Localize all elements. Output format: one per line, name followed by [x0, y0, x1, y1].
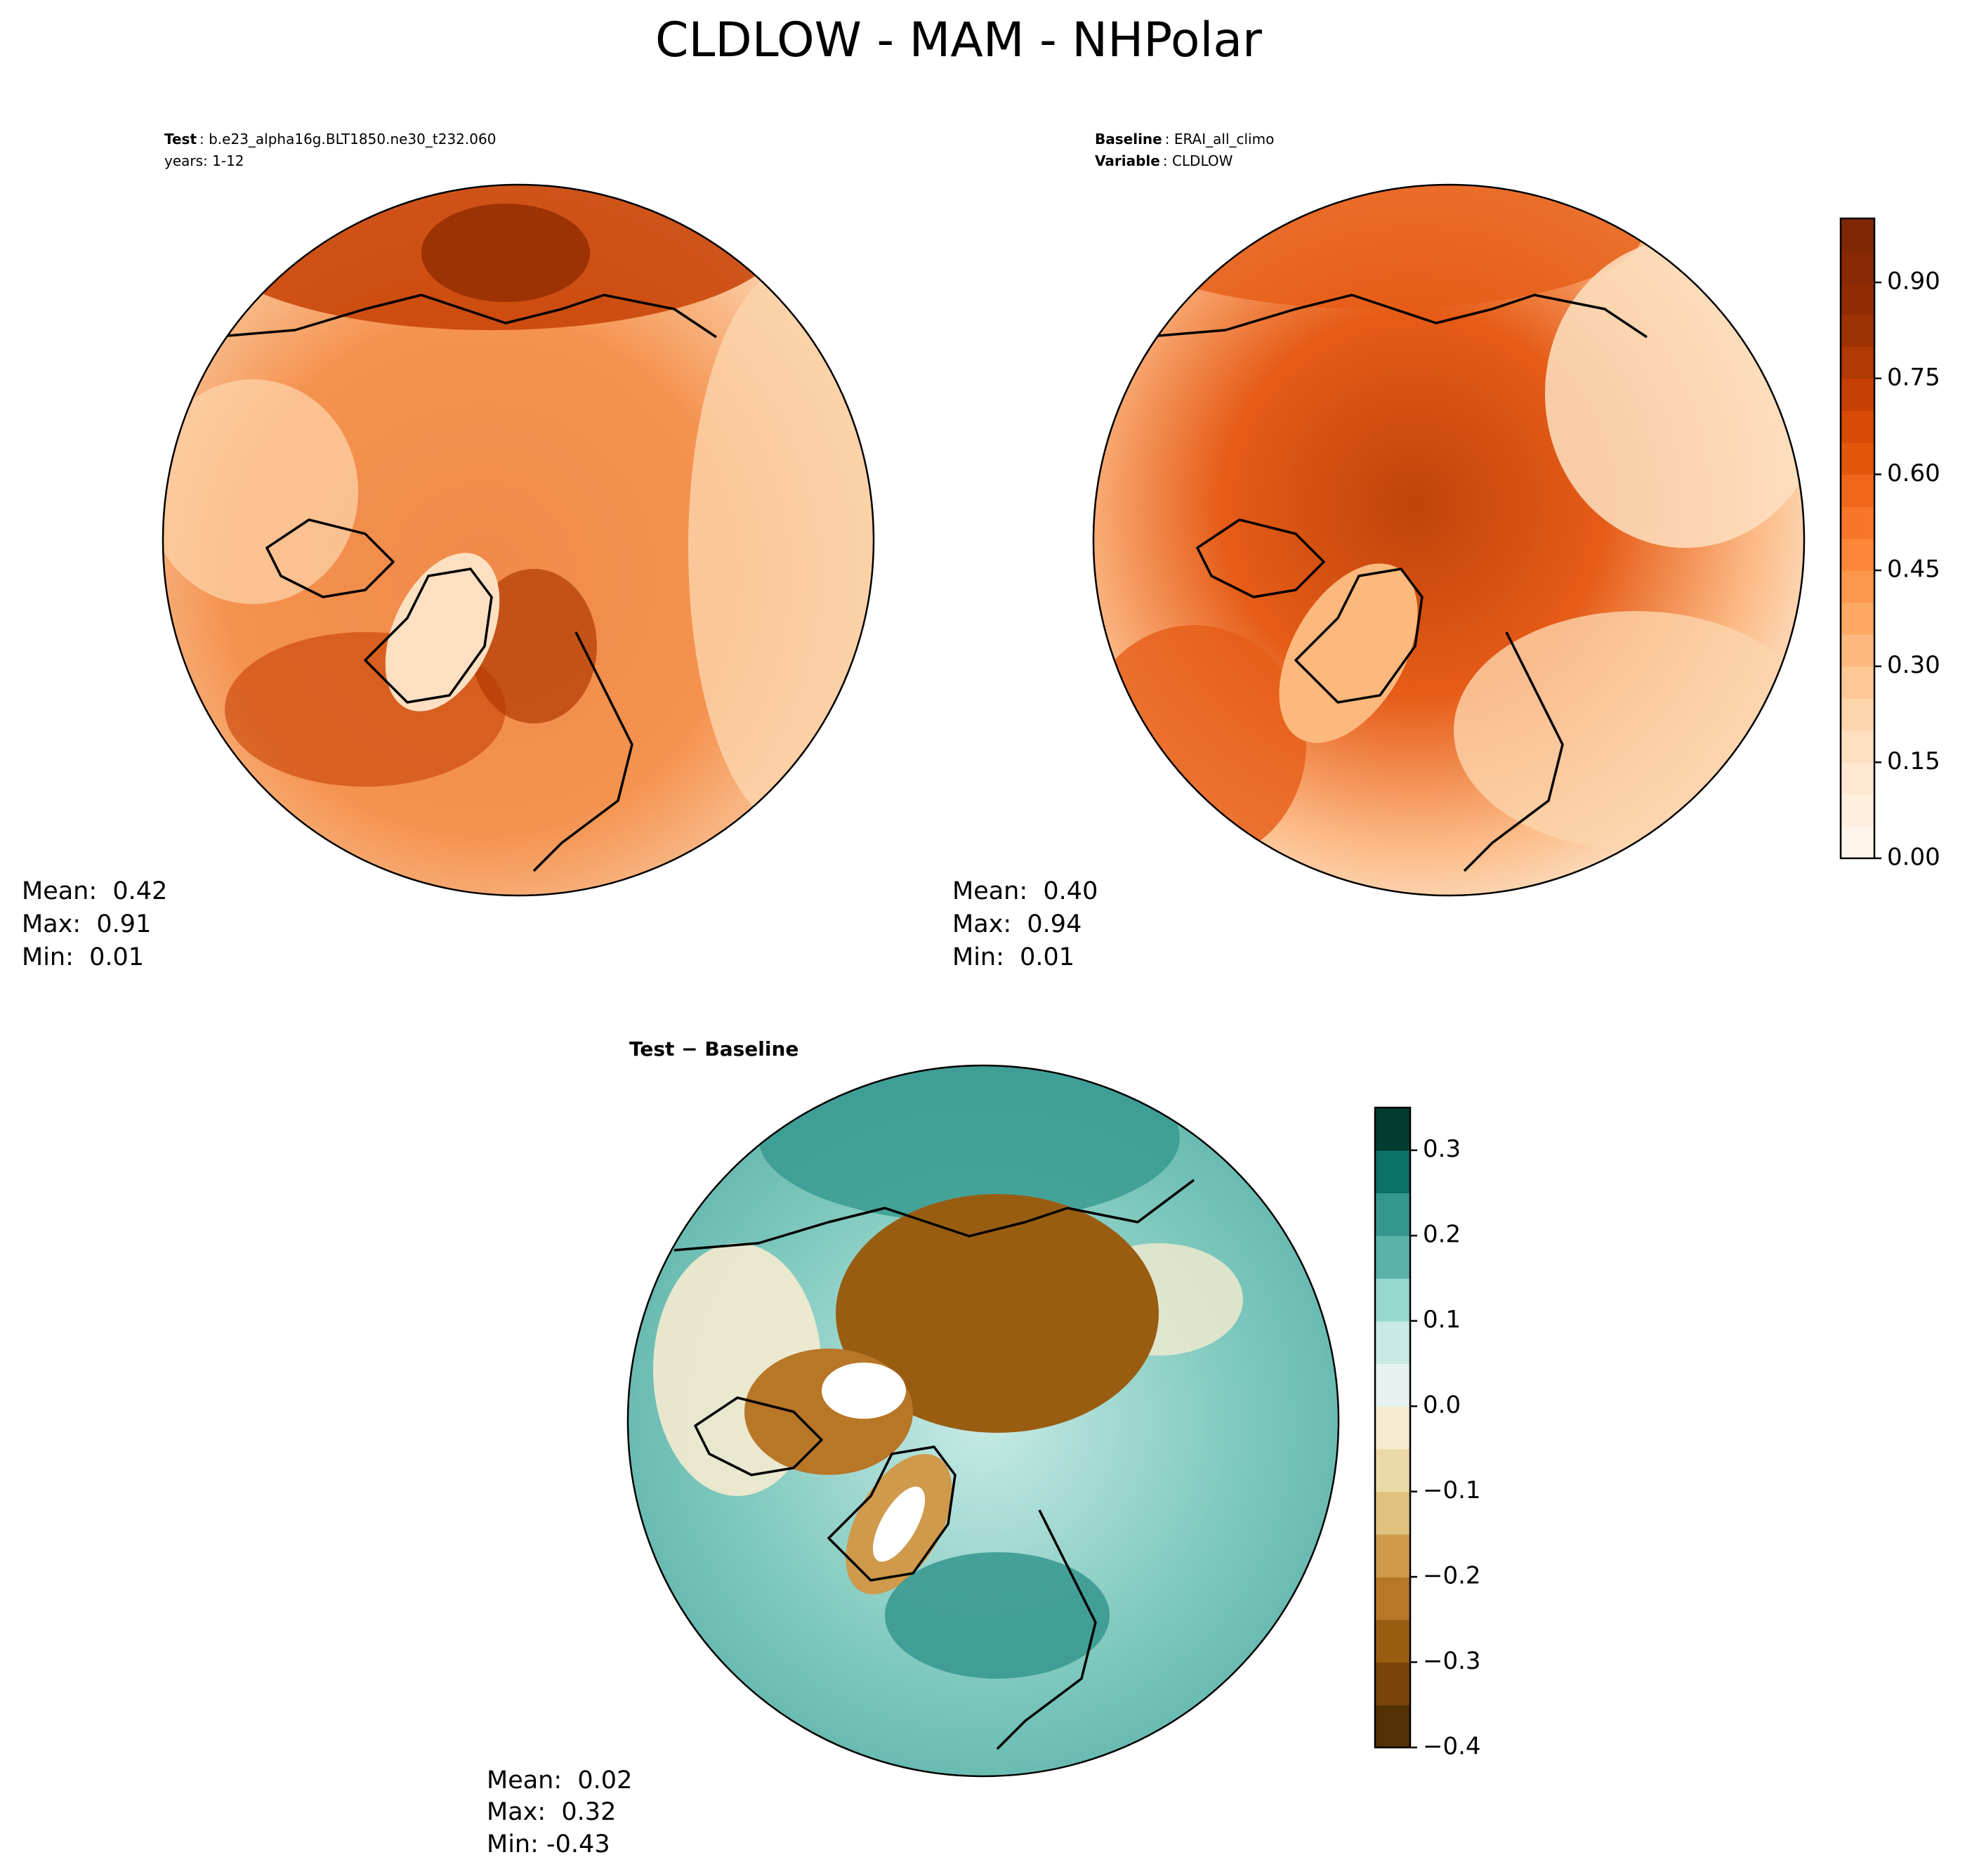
colorbar-band [1841, 794, 1874, 827]
colorbar-tick-label: 0.3 [1423, 1135, 1461, 1163]
colorbar-tick-label: −0.1 [1423, 1476, 1481, 1504]
panel-header: Baseline: ERAI_all_climo [1095, 131, 1274, 147]
header-text: : CLDLOW [1163, 152, 1233, 169]
header-key: Baseline [1095, 131, 1162, 147]
stat-min: Min: 0.01 [952, 943, 1074, 971]
map-test [163, 185, 874, 896]
colorbar-tick-label: 0.90 [1887, 268, 1940, 296]
stat-mean: Mean: 0.02 [487, 1766, 632, 1795]
colorbar-band [1841, 570, 1874, 603]
panel-header: Test − Baseline [629, 1037, 798, 1061]
colorbar-band [1841, 346, 1874, 379]
colorbar-band [1375, 1406, 1410, 1450]
colorbar-frame [1374, 1106, 1412, 1749]
colorbar-frame [1839, 217, 1876, 860]
colorbar-band [1841, 410, 1874, 443]
stat-min: Min: -0.43 [487, 1830, 610, 1858]
stat-max: Max: 0.91 [22, 910, 151, 938]
colorbar-band [1375, 1662, 1410, 1705]
colorbar-tick-label: 0.30 [1887, 651, 1940, 679]
header-text: : ERAI_all_climo [1165, 131, 1275, 147]
panel-header: Test: b.e23_alpha16g.BLT1850.ne30_t232.0… [164, 131, 496, 147]
colorbar-band [1841, 282, 1874, 315]
colorbar-tick-label: 0.0 [1423, 1391, 1461, 1419]
stat-max: Max: 0.94 [952, 910, 1082, 938]
colorbar-band [1375, 1150, 1410, 1194]
colorbar-tick-label: −0.2 [1423, 1562, 1481, 1590]
colorbar-band [1375, 1235, 1410, 1279]
colorbar-tick-label: 0.75 [1887, 363, 1940, 391]
colorbar-tick-label: 0.1 [1423, 1306, 1461, 1334]
colorbar-band [1841, 442, 1874, 475]
colorbar-band [1841, 634, 1874, 667]
colorbar-band [1375, 1491, 1410, 1535]
colorbar-band [1375, 1193, 1410, 1236]
figure-title: CLDLOW - MAM - NHPolar [655, 13, 1262, 68]
colorbar-band [1841, 826, 1874, 859]
colorbar-band [1841, 506, 1874, 539]
colorbar-band [1841, 666, 1874, 699]
colorbar-band [1841, 602, 1874, 635]
colorbar-band [1841, 698, 1874, 731]
colorbar-tick-label: 0.2 [1423, 1221, 1461, 1249]
map-frame [626, 1064, 1340, 1778]
header-text: : b.e23_alpha16g.BLT1850.ne30_t232.060 [199, 131, 496, 147]
header-key: Test [164, 131, 197, 147]
colorbar-tick-label: 0.45 [1887, 556, 1940, 584]
colorbar-band [1375, 1577, 1410, 1620]
stat-min: Min: 0.01 [22, 943, 144, 971]
map-frame [162, 183, 875, 897]
colorbar-band [1375, 1278, 1410, 1322]
colorbar-band [1375, 1363, 1410, 1407]
colorbar-band [1841, 538, 1874, 571]
colorbar-band [1375, 1619, 1410, 1663]
panel-header: Variable: CLDLOW [1095, 152, 1233, 169]
colorbar-tick-label: −0.3 [1423, 1647, 1481, 1675]
colorbar-band [1841, 762, 1874, 795]
colorbars: 0.00 0.15 0.30 0.45 0.60 0.75 0.90 −0.4 −0.3 −0.2… [1374, 217, 1940, 1761]
colorbar-band [1375, 1108, 1410, 1151]
panel-header: years: 1-12 [164, 152, 244, 169]
colorbar-band [1841, 730, 1874, 763]
map-frame [1092, 183, 1806, 897]
colorbar-tick-label: 0.00 [1887, 844, 1940, 872]
colorbar-band [1375, 1705, 1410, 1748]
colorbar-band [1841, 218, 1874, 251]
colorbar-tick-label: 0.60 [1887, 459, 1940, 487]
colorbar-band [1375, 1448, 1410, 1493]
colorbar-band [1841, 378, 1874, 411]
colorbar-band [1841, 314, 1874, 347]
stat-max: Max: 0.32 [487, 1798, 616, 1826]
colorbar-band [1375, 1320, 1410, 1364]
colorbar-band [1841, 474, 1874, 507]
header-key: Variable [1095, 152, 1160, 169]
stat-mean: Mean: 0.42 [22, 877, 167, 905]
colorbar-band [1375, 1534, 1410, 1577]
colorbar-band [1841, 250, 1874, 283]
stat-mean: Mean: 0.40 [952, 877, 1098, 905]
colorbar-tick-label: −0.4 [1423, 1733, 1481, 1761]
map-difference [628, 1065, 1339, 1776]
map-baseline [1093, 185, 1804, 896]
colorbar-tick-label: 0.15 [1887, 747, 1940, 775]
